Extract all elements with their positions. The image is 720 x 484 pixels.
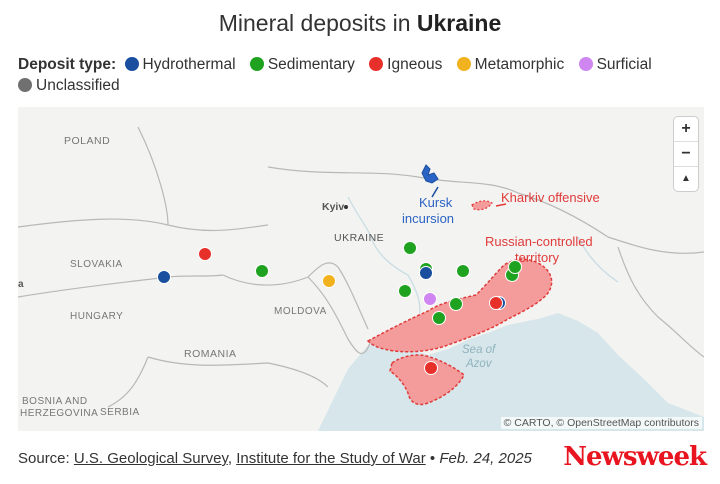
deposit-marker-sedimentary[interactable]: [449, 297, 463, 311]
map-zoom-controls: + − ▲: [674, 117, 698, 191]
deposit-marker-sedimentary[interactable]: [255, 264, 269, 278]
source-separator: ,: [227, 450, 237, 467]
legend-dot: [18, 78, 32, 92]
legend-dot: [124, 57, 139, 71]
legend-dot: [249, 57, 264, 71]
newsweek-logo: Newsweek: [563, 442, 707, 472]
border-line: [137, 126, 169, 226]
map-panel[interactable]: POLAND SLOVAKIA HUNGARY ROMANIA MOLDOVA …: [18, 107, 704, 431]
source-bullet: •: [425, 450, 440, 467]
label-moldova: MOLDOVA: [274, 306, 327, 317]
annotation-russian-2: territory: [515, 250, 560, 265]
deposit-marker-sedimentary[interactable]: [508, 260, 522, 274]
label-kyiv: Kyiv: [322, 201, 344, 213]
kursk-incursion-area: [421, 164, 439, 184]
border-line: [147, 356, 329, 388]
label-edge-a: a: [18, 279, 24, 290]
crimea: [389, 354, 465, 406]
legend-item-surficial: Surficial: [578, 54, 652, 75]
black-sea: [318, 313, 704, 431]
legend-dot: [456, 57, 471, 71]
deposit-marker-hydrothermal[interactable]: [419, 266, 433, 280]
kharkiv-arrow: [495, 203, 507, 207]
legend: Deposit type: Hydrothermal Sedimentary I…: [18, 54, 708, 96]
deposit-marker-igneous[interactable]: [424, 361, 438, 375]
deposit-marker-hydrothermal[interactable]: [157, 270, 171, 284]
source-isw-link[interactable]: Institute for the Study of War: [236, 450, 426, 467]
deposit-marker-igneous[interactable]: [198, 247, 212, 261]
river: [347, 196, 421, 323]
chart-title: Mineral deposits in Ukraine: [0, 10, 720, 37]
kursk-arrow: [431, 186, 439, 198]
border-line: [617, 246, 704, 358]
annotation-russian-1: Russian-controlled: [485, 234, 593, 249]
map-attribution: © CARTO, © OpenStreetMap contributors: [500, 417, 702, 429]
border-line: [18, 218, 269, 232]
deposit-marker-igneous[interactable]: [489, 296, 503, 310]
annotation-kharkiv: Kharkiv offensive: [501, 190, 600, 205]
map-canvas[interactable]: POLAND SLOVAKIA HUNGARY ROMANIA MOLDOVA …: [18, 107, 704, 431]
sea-label-1: Sea of: [462, 344, 497, 356]
legend-item-label: Sedimentary: [267, 56, 355, 73]
legend-dot: [369, 57, 384, 71]
label-serbia: SERBIA: [100, 407, 140, 418]
label-poland: POLAND: [64, 135, 110, 147]
footer-source: Source: U.S. Geological Survey, Institut…: [18, 450, 532, 467]
border-line: [267, 166, 704, 254]
source-date: Feb. 24, 2025: [439, 450, 532, 467]
legend-item-label: Metamorphic: [474, 56, 565, 73]
kharkiv-offensive-area: [471, 200, 493, 211]
source-label: Source:: [18, 450, 74, 467]
river: [577, 236, 619, 283]
zoom-in-button[interactable]: +: [674, 117, 698, 142]
legend-label: Deposit type:: [18, 56, 117, 73]
reset-north-button[interactable]: ▲: [681, 173, 691, 184]
border-line: [307, 262, 369, 330]
border-line: [222, 274, 371, 355]
legend-item-label: Surficial: [596, 56, 652, 73]
deposit-marker-sedimentary[interactable]: [456, 264, 470, 278]
legend-item-label: Hydrothermal: [142, 56, 236, 73]
deposit-marker-sedimentary[interactable]: [398, 284, 412, 298]
kyiv-marker: [344, 205, 348, 209]
deposit-marker-surficial[interactable]: [423, 292, 437, 306]
legend-item-label: Igneous: [387, 56, 443, 73]
label-slovakia: SLOVAKIA: [70, 259, 123, 270]
legend-item-metamorphic: Metamorphic: [456, 54, 565, 75]
border-line: [107, 356, 149, 408]
deposit-marker-sedimentary[interactable]: [432, 311, 446, 325]
annotation-kursk-2: incursion: [402, 211, 454, 226]
annotation-kursk-1: Kursk: [419, 195, 453, 210]
label-bosnia-2: HERZEGOVINA: [20, 408, 98, 419]
legend-item-hydrothermal: Hydrothermal: [124, 54, 236, 75]
label-bosnia-1: BOSNIA AND: [22, 396, 88, 407]
title-prefix: Mineral deposits in: [218, 10, 417, 36]
legend-item-label: Unclassified: [36, 77, 120, 94]
legend-dot: [578, 57, 593, 71]
title-emphasis: Ukraine: [416, 10, 502, 36]
deposit-marker-sedimentary[interactable]: [403, 241, 417, 255]
source-usgs-link[interactable]: U.S. Geological Survey: [73, 450, 228, 467]
label-hungary: HUNGARY: [70, 311, 123, 322]
legend-item-sedimentary: Sedimentary: [249, 54, 355, 75]
sea-label-2: Azov: [465, 358, 493, 370]
label-ukraine: UKRAINE: [334, 232, 384, 244]
legend-item-igneous: Igneous: [369, 54, 442, 75]
deposit-marker-metamorphic[interactable]: [322, 274, 336, 288]
border-line: [18, 274, 224, 298]
label-romania: ROMANIA: [184, 348, 237, 360]
zoom-out-button[interactable]: −: [674, 142, 698, 167]
legend-item-unclassified: Unclassified: [18, 75, 120, 96]
